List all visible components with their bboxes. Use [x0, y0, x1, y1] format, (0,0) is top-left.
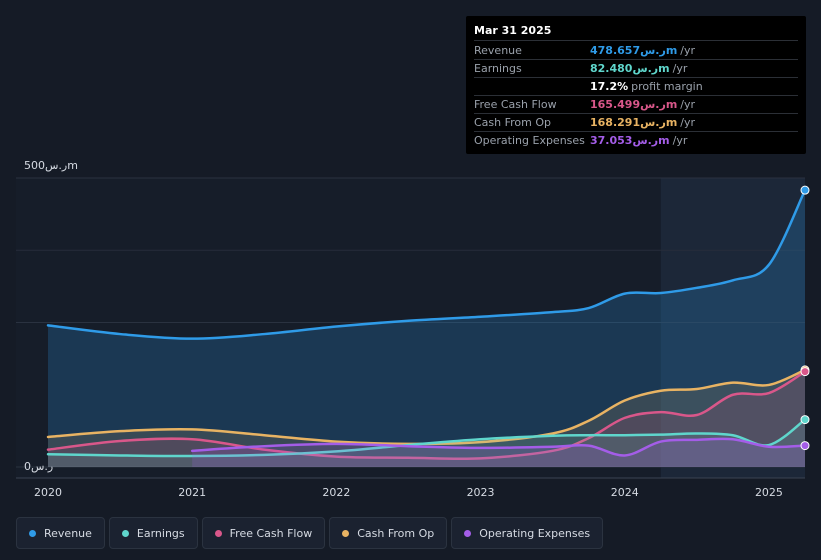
series-endpoint-revenue — [800, 185, 810, 195]
series-area-cfo — [48, 369, 805, 467]
tooltip-row: 17.2% profit margin — [474, 78, 798, 96]
legend-item-earnings[interactable]: Earnings — [108, 517, 198, 549]
series-line-opex — [190, 437, 807, 457]
tooltip-row-unit: /yr — [672, 134, 688, 147]
legend-item-cfo[interactable]: Cash From Op — [329, 517, 448, 549]
series-area-revenue — [48, 190, 805, 467]
x-tick-label: 2025 — [755, 486, 783, 499]
tooltip-row-value: 165.499ر.سm — [590, 98, 678, 111]
series-line-revenue — [46, 188, 807, 340]
tooltip-row-label: Revenue — [474, 44, 522, 57]
series-line-earnings — [46, 418, 807, 458]
tooltip-row-label: Operating Expenses — [474, 134, 585, 147]
legend-label: Earnings — [136, 526, 185, 540]
legend-dot-icon — [342, 529, 350, 537]
y-axis-top-label: 500ر.سm — [24, 159, 78, 172]
legend-label: Free Cash Flow — [229, 526, 313, 540]
tooltip-row: Free Cash Flow 165.499ر.سm/yr — [474, 96, 798, 114]
tooltip-row: Operating Expenses 37.053ر.سm/yr — [474, 132, 798, 149]
tooltip-row-value: 82.480ر.سm — [590, 62, 670, 75]
legend-label: Revenue — [44, 526, 92, 540]
legend-item-opex[interactable]: Operating Expenses — [451, 517, 604, 549]
tooltip-row: Cash From Op 168.291ر.سm/yr — [474, 114, 798, 132]
x-tick-label: 2022 — [322, 486, 350, 499]
series-endpoint-fcf — [800, 367, 810, 377]
tooltip-row-unit: /yr — [680, 116, 696, 129]
series-line-fcf — [46, 370, 807, 461]
tooltip-row-unit: profit margin — [631, 80, 703, 93]
x-tick-label: 2024 — [611, 486, 639, 499]
legend-label: Cash From Op — [357, 526, 435, 540]
x-tick-label: 2021 — [178, 486, 206, 499]
legend-item-revenue[interactable]: Revenue — [16, 517, 105, 549]
series-endpoint-earnings — [800, 415, 810, 425]
legend-dot-icon — [214, 529, 222, 537]
tooltip-row-value: 37.053ر.سm — [590, 134, 670, 147]
y-axis-bottom-label: 0ر.س — [24, 460, 54, 473]
legend-dot-icon — [29, 529, 36, 537]
tooltip-row-label: Cash From Op — [474, 116, 552, 129]
highlight-region — [660, 178, 805, 478]
series-endpoint-opex — [800, 441, 810, 451]
tooltip-row-label — [474, 78, 590, 95]
legend-dot-icon — [121, 529, 129, 537]
tooltip-row-label: Free Cash Flow — [474, 98, 557, 111]
tooltip-row-unit: /yr — [680, 44, 696, 57]
tooltip-row-value: 17.2% — [590, 80, 629, 93]
legend-item-fcf[interactable]: Free Cash Flow — [201, 517, 326, 549]
tooltip-row-value: 168.291ر.سm — [590, 116, 678, 129]
tooltip-row: Revenue 478.657ر.سm/yr — [474, 42, 798, 60]
x-tick-label: 2023 — [467, 486, 495, 499]
tooltip-row-unit: /yr — [680, 98, 696, 111]
legend-dot-icon — [464, 529, 472, 537]
legend: Revenue Earnings Free Cash Flow Cash From O… — [16, 517, 604, 549]
tooltip-row-unit: /yr — [672, 62, 688, 75]
tooltip-row-label: Earnings — [474, 62, 522, 75]
tooltip-row-value: 478.657ر.سm — [590, 44, 678, 57]
series-area-fcf — [48, 371, 805, 467]
tooltip-row: Earnings 82.480ر.سm/yr — [474, 60, 798, 78]
x-tick-label: 2020 — [34, 486, 62, 499]
tooltip-date: Mar 31 2025 — [474, 23, 798, 41]
legend-label: Operating Expenses — [479, 526, 591, 540]
tooltip-panel: Mar 31 2025 Revenue 478.657ر.سm/yr Earning… — [466, 16, 806, 154]
